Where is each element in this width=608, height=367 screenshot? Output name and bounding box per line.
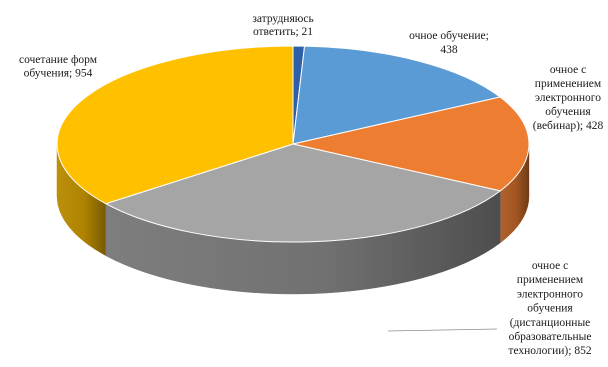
pie-slice-4 [56, 45, 294, 205]
leader-line [387, 328, 498, 332]
data-label-3: очное с применением электронного обучения (д… [508, 260, 591, 357]
pie-slice-2 [292, 96, 530, 192]
pie-slice-side-shade-3 [105, 190, 501, 294]
pie-slice-side-shade-4 [57, 144, 106, 256]
pie-slice-3 [104, 143, 502, 243]
data-label-2: очное с применением электронного обучения (в… [533, 64, 604, 132]
data-label-4: сочетание форм обучения; 954 [19, 54, 98, 80]
pie-slice-1 [292, 45, 502, 145]
data-label-1: очное обучение; 438 [409, 30, 489, 56]
data-label-0: затрудняюсь ответить; 21 [252, 13, 313, 38]
